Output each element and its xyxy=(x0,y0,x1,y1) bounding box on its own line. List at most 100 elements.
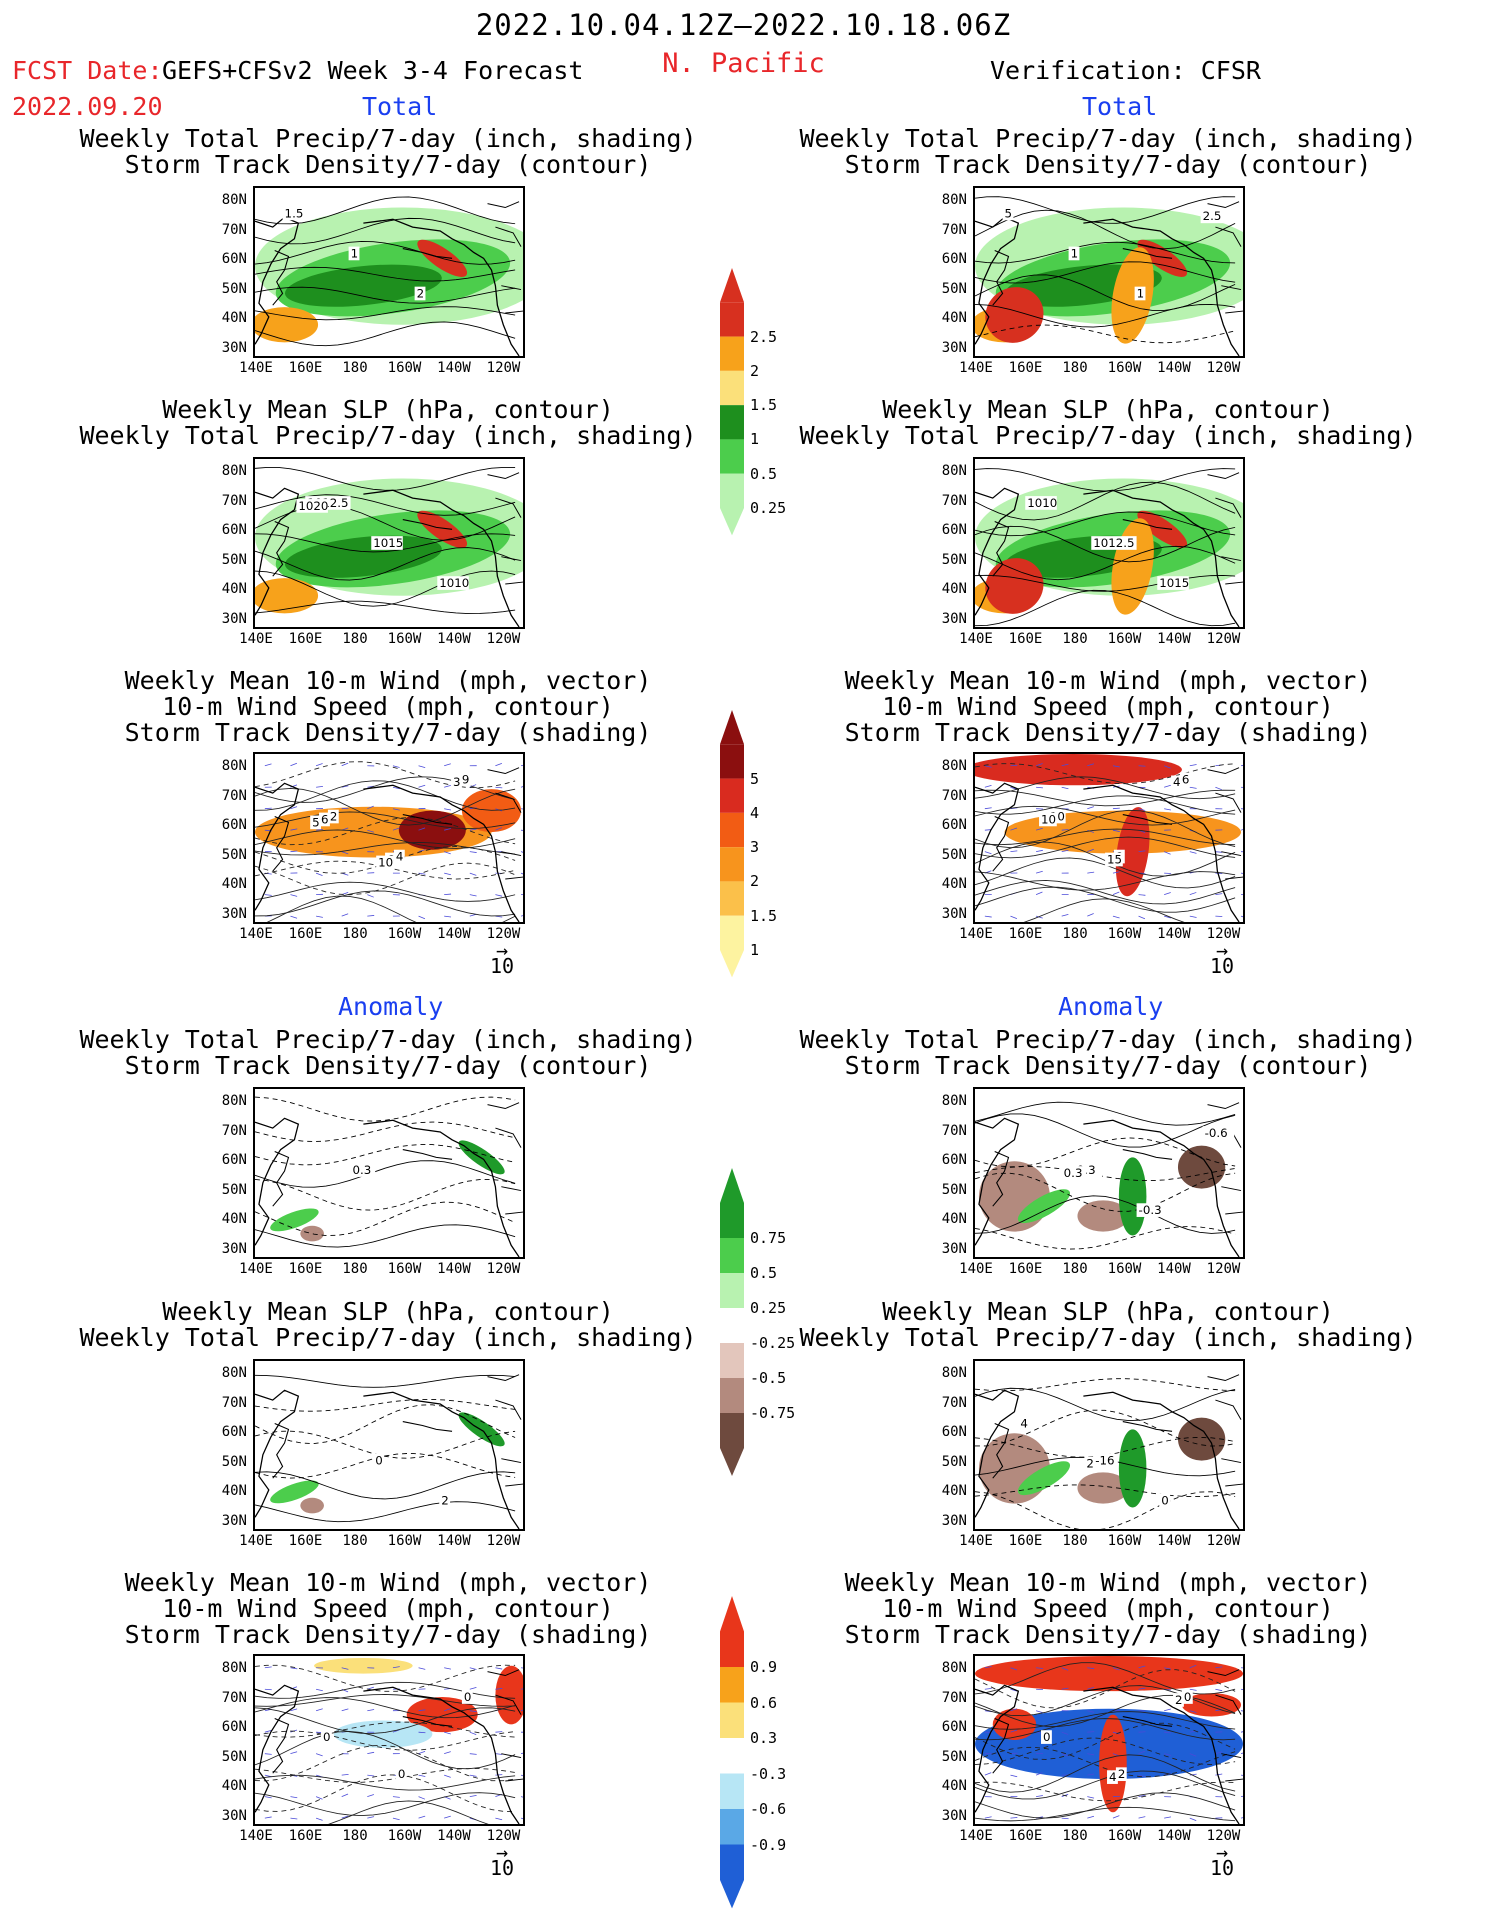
wind-vector xyxy=(1138,1774,1146,1777)
p3-right-title-3: Storm Track Density/7-day (shading) xyxy=(844,718,1372,747)
colorbar-segment xyxy=(720,1203,744,1238)
lon-tick-label: 160E xyxy=(1008,1533,1043,1549)
contour-line xyxy=(975,809,1236,849)
colorbar-segment xyxy=(720,1308,744,1343)
colorbar-tick-label: 1.5 xyxy=(750,906,778,925)
wind-vector xyxy=(520,1796,523,1798)
wind-vector xyxy=(1164,1731,1172,1734)
lon-tick-label: 140W xyxy=(1157,926,1191,942)
wind-vector xyxy=(1112,891,1120,896)
lat-tick-label: 30N xyxy=(941,610,967,627)
lon-tick-label: 160E xyxy=(1008,1261,1043,1277)
forecast-date: 2022.09.20 xyxy=(12,92,163,121)
wind-vector xyxy=(341,785,349,788)
p1-right-map: 5 1 1 2.5 xyxy=(973,186,1245,358)
lon-tick-label: 160E xyxy=(1008,631,1043,647)
contour-label: 5 xyxy=(1002,206,1014,220)
wind-vector xyxy=(392,1729,400,1733)
wind-vector xyxy=(1035,1710,1043,1713)
wind-vector xyxy=(1215,1666,1223,1669)
colorbar-segment xyxy=(720,812,744,848)
aleutian-arc xyxy=(402,1716,453,1727)
lon-tick-label: 160W xyxy=(387,1828,422,1844)
lat-tick-label: 60N xyxy=(221,251,247,267)
wind-vector xyxy=(1164,1667,1172,1670)
lat-tick-label: 40N xyxy=(221,1778,247,1794)
wind-vector xyxy=(1061,763,1069,767)
wind-vector xyxy=(1112,915,1120,919)
wind-vector xyxy=(315,1708,323,1712)
kamchatka-coastline xyxy=(992,521,1010,577)
contour-line xyxy=(255,1697,516,1719)
wind-vector xyxy=(341,851,349,855)
p5-right-title-2: Weekly Total Precip/7-day (inch, shading… xyxy=(799,1323,1417,1352)
colorbar-tick-label: 0.9 xyxy=(750,1658,778,1676)
contour-line xyxy=(255,817,516,846)
contour-label: 2 xyxy=(414,286,426,300)
wind-vector xyxy=(495,1688,503,1690)
svg-text:4: 4 xyxy=(1109,1770,1117,1784)
wind-vector xyxy=(315,763,323,767)
wind-vector xyxy=(1189,892,1197,896)
kamchatka-coastline xyxy=(992,1423,1010,1479)
contour-line xyxy=(255,266,516,282)
wind-vector xyxy=(1215,786,1222,791)
lat-tick-label: 30N xyxy=(221,339,247,356)
lat-tick-label: 50N xyxy=(221,280,247,297)
wind-vector xyxy=(367,1774,375,1777)
lat-tick-label: 70N xyxy=(941,1122,967,1139)
contour-line xyxy=(975,1806,1236,1822)
contour-line xyxy=(255,1774,516,1812)
verification-label: Verification: CFSR xyxy=(990,56,1261,85)
contour-line xyxy=(255,1792,516,1817)
contour-label: 0.3 xyxy=(350,1163,376,1177)
contour-line xyxy=(975,789,1236,807)
inland-borders xyxy=(1207,1669,1243,1782)
asia-coastline xyxy=(975,1684,1020,1813)
wind-vector xyxy=(290,915,298,919)
precip-shading-orange xyxy=(255,307,319,343)
wind-vector xyxy=(1061,1753,1069,1757)
wind-vector xyxy=(1138,894,1146,896)
contour-line xyxy=(975,574,1236,592)
precip-anom-positive xyxy=(1118,1429,1147,1508)
wind-vector xyxy=(418,872,426,875)
asia-coastline xyxy=(975,1389,1020,1518)
wind-vector xyxy=(341,1815,349,1819)
lat-tick-label: 60N xyxy=(941,1424,967,1440)
wind-vector xyxy=(1087,1710,1095,1713)
svg-text:-16: -16 xyxy=(1095,1454,1114,1468)
wind-vector xyxy=(1240,808,1243,810)
wind-vector xyxy=(316,829,323,831)
p6-left-title-2: 10-m Wind Speed (mph, contour) xyxy=(162,1594,614,1623)
north-america-coastline xyxy=(1083,1391,1240,1529)
contour-line xyxy=(255,1664,516,1692)
wind-vector xyxy=(418,1709,426,1712)
p1-left-map: 1.5 1 2 xyxy=(253,186,525,358)
wind-vector xyxy=(1036,1667,1043,1669)
p3-right-title-2: 10-m Wind Speed (mph, contour) xyxy=(882,692,1334,721)
contour-label: 2 xyxy=(1173,1693,1184,1707)
wind-vector xyxy=(1112,807,1120,810)
inland-borders xyxy=(487,201,523,314)
lat-tick-label: 50N xyxy=(221,1453,247,1470)
wind-vector xyxy=(444,1667,452,1670)
asia-coastline xyxy=(255,1117,300,1246)
lon-tick-label: 160E xyxy=(288,631,323,647)
lon-tick-label: 180 xyxy=(342,1828,368,1844)
lon-tick-label: 140W xyxy=(437,631,471,647)
precip-shading-orange xyxy=(255,578,319,614)
contour-line xyxy=(975,1113,1236,1148)
inland-borders xyxy=(487,1669,523,1782)
lat-tick-label: 40N xyxy=(221,1211,247,1227)
contour-line xyxy=(975,196,1236,224)
contour-label: 2 xyxy=(1084,1457,1096,1470)
lat-tick-label: 70N xyxy=(941,221,967,238)
p3-left-title-2: 10-m Wind Speed (mph, contour) xyxy=(162,692,614,721)
contour-line xyxy=(975,545,1236,581)
lon-tick-label: 140W xyxy=(437,926,471,942)
svg-text:1010: 1010 xyxy=(1027,496,1057,510)
kamchatka-coastline xyxy=(272,816,290,872)
wind-vector xyxy=(290,1708,298,1712)
contour-line xyxy=(255,1681,516,1699)
